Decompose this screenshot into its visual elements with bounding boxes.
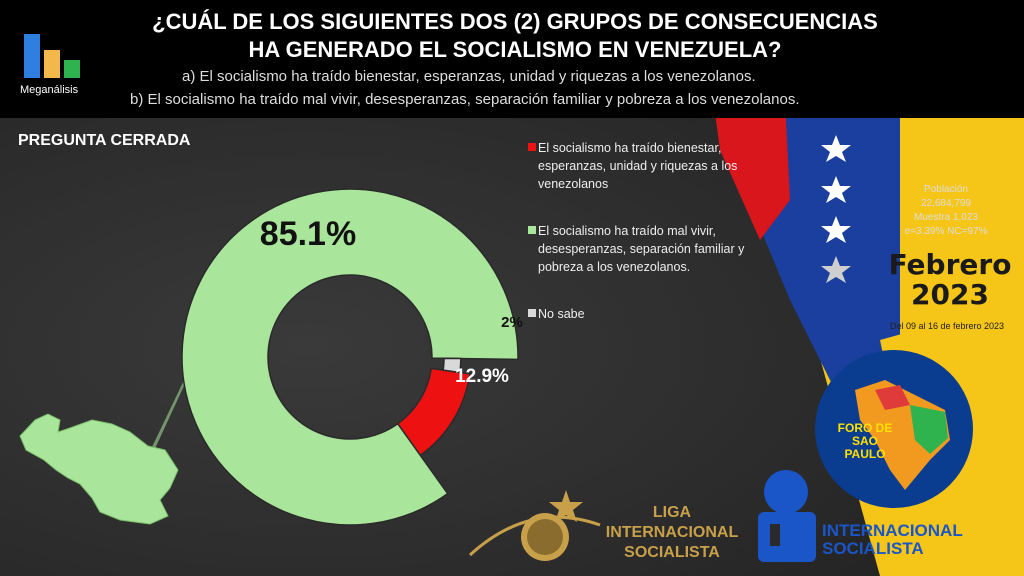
logo-bar-yellow [44, 50, 60, 78]
option-b: b) El socialismo ha traído mal vivir, de… [130, 91, 800, 108]
internacional-socialista-text: INTERNACIONAL SOCIALISTA [822, 522, 982, 558]
foro-map-icon [855, 380, 950, 490]
population-value: 22,684,799 [920, 198, 972, 209]
foro-text-line: FORO DE [837, 421, 893, 435]
survey-stats: Población 22,684,799 Muestra 1,023 e=3.3… [896, 183, 996, 239]
logo-label: Meganálisis [20, 84, 79, 96]
meganalisis-logo: Meganálisis [20, 26, 92, 96]
survey-date: Febrero 2023 [880, 250, 1020, 310]
is-text-line: SOCIALISTA [822, 539, 924, 558]
star-icon [821, 216, 851, 243]
sample-size: Muestra 1,023 [914, 212, 978, 223]
is-text-line: INTERNACIONAL [822, 521, 963, 540]
slice-mal-vivir [181, 188, 519, 526]
header-bar [0, 0, 1024, 118]
logo-bar-blue [24, 34, 40, 78]
legend-item-bienestar: El socialismo ha traído bienestar, esper… [528, 139, 783, 193]
star-icon [821, 135, 851, 162]
date-range: Del 09 al 16 de febrero 2023 [889, 321, 1005, 331]
legend-swatch-grey [528, 309, 536, 317]
error-margin: e=3.39% NC=97% [904, 226, 988, 237]
option-a: a) El socialismo ha traído bienestar, es… [182, 68, 756, 85]
foro-sao-paulo-logo [815, 350, 973, 508]
title-line-1: ¿CUÁL DE LOS SIGUIENTES DOS (2) GRUPOS D… [152, 9, 878, 34]
liga-text-line: LIGA INTERNACIONAL [605, 504, 739, 541]
legend-label: El socialismo ha traído bienestar, esper… [538, 141, 738, 191]
page-title: ¿CUÁL DE LOS SIGUIENTES DOS (2) GRUPOS D… [100, 8, 930, 64]
liga-text-line: SOCIALISTA [624, 544, 720, 561]
date-year: 2023 [911, 278, 989, 311]
legend-item-mal-vivir: El socialismo ha traído mal vivir, deses… [528, 222, 783, 276]
data-label-mal-vivir: 85.1% [260, 215, 356, 253]
legend-label: El socialismo ha traído mal vivir, deses… [538, 224, 745, 274]
foro-text-line: SAO [851, 434, 878, 448]
legend-swatch-green [528, 226, 536, 234]
data-label-no-sabe: 2% [501, 314, 523, 331]
slice-no-sabe [442, 357, 462, 374]
liga-internacional-text: LIGA INTERNACIONAL SOCIALISTA [602, 503, 742, 563]
star-icon [821, 176, 851, 203]
legend-swatch-red [528, 143, 536, 151]
question-type-label: PREGUNTA CERRADA [18, 132, 191, 149]
foro-sao-paulo-text: FORO DE SAO PAULO [835, 422, 895, 461]
date-month: Febrero [888, 248, 1012, 281]
star-icon [821, 256, 851, 283]
data-label-bienestar: 12.9% [455, 366, 509, 387]
foro-text-line: PAULO [844, 447, 886, 461]
logo-bar-green [64, 60, 80, 78]
legend-label: No sabe [538, 307, 585, 321]
legend-item-no-sabe: No sabe [528, 305, 783, 323]
population-label: Población [924, 184, 968, 195]
title-line-2: HA GENERADO EL SOCIALISMO EN VENEZUELA? [248, 37, 782, 62]
